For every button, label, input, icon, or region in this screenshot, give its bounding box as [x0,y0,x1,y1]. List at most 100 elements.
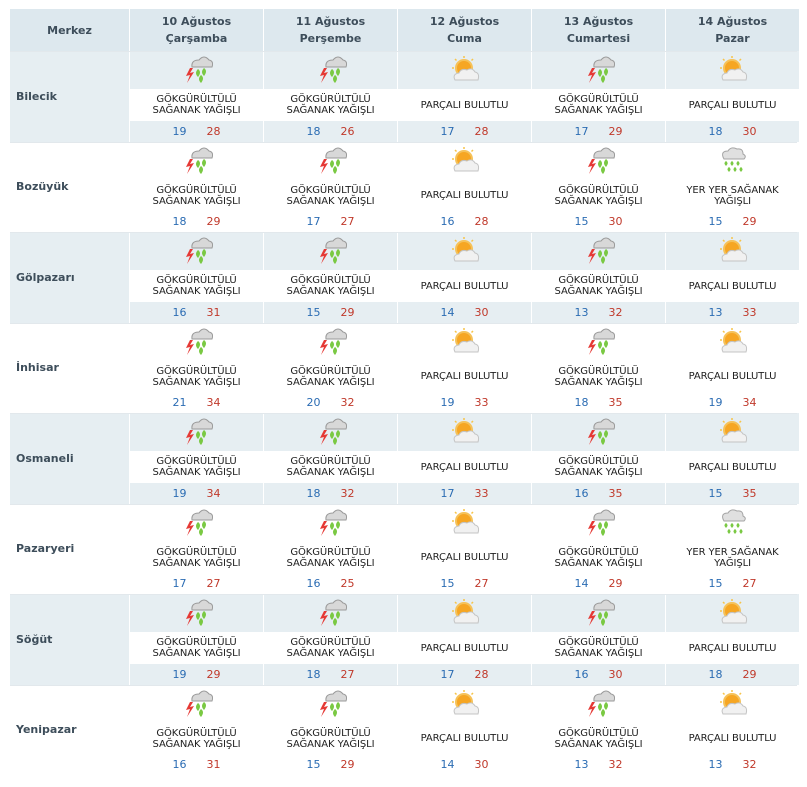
condition-text: GÖKGÜRÜLTÜLÜ SAĞANAK YAĞIŞLI [264,541,397,574]
high-temp: 35 [608,396,623,410]
high-temp: 27 [340,215,355,229]
high-temp: 27 [474,577,489,591]
condition-text: GÖKGÜRÜLTÜLÜ SAĞANAK YAĞIŞLI [532,179,665,212]
temperature-range: 15 27 [398,573,531,594]
temperature-range: 16 31 [130,302,263,323]
high-temp: 32 [742,758,757,772]
thunderstorm-icon [130,322,263,361]
thunderstorm-icon [264,594,397,632]
day-header: 13 Ağustos Cumartesi [532,9,665,51]
thunderstorm-icon [264,232,397,270]
high-temp: 34 [206,486,221,500]
temperature-range: 15 35 [666,483,799,504]
condition-text: GÖKGÜRÜLTÜLÜ SAĞANAK YAĞIŞLI [264,89,397,121]
thunderstorm-icon [532,51,665,89]
low-temp: 13 [574,758,589,772]
partly-cloudy-icon [398,503,531,542]
low-temp: 18 [306,667,321,681]
condition-text: PARÇALI BULUTLU [398,89,531,121]
condition-text: GÖKGÜRÜLTÜLÜ SAĞANAK YAĞIŞLI [532,632,665,664]
low-temp: 15 [440,577,455,591]
low-temp: 18 [708,124,723,138]
low-temp: 15 [708,486,723,500]
low-temp: 16 [172,758,187,772]
forecast-cell: PARÇALI BULUTLU 13 32 [666,684,799,775]
high-temp: 30 [608,215,623,229]
high-temp: 32 [340,486,355,500]
high-temp: 29 [206,215,221,229]
condition-text: GÖKGÜRÜLTÜLÜ SAĞANAK YAĞIŞLI [532,451,665,483]
thunderstorm-icon [264,684,397,723]
forecast-cell: GÖKGÜRÜLTÜLÜ SAĞANAK YAĞIŞLI 16 30 [532,594,665,685]
low-temp: 20 [306,396,321,410]
low-temp: 18 [574,396,589,410]
row-divider [10,594,797,595]
forecast-cell: GÖKGÜRÜLTÜLÜ SAĞANAK YAĞIŞLI 16 31 [130,232,263,323]
day-header: 10 Ağustos Çarşamba [130,9,263,51]
city-name: Pazaryeri [10,503,129,594]
forecast-cell: YER YER SAĞANAK YAĞIŞLI 15 27 [666,503,799,594]
low-temp: 16 [172,305,187,319]
forecast-cell: PARÇALI BULUTLU 17 28 [398,51,531,142]
condition-text: PARÇALI BULUTLU [398,632,531,664]
row-divider [10,322,797,324]
low-temp: 17 [440,124,455,138]
forecast-cell: GÖKGÜRÜLTÜLÜ SAĞANAK YAĞIŞLI 18 29 [130,141,263,232]
forecast-cell: PARÇALI BULUTLU 14 30 [398,232,531,323]
forecast-cell: GÖKGÜRÜLTÜLÜ SAĞANAK YAĞIŞLI 18 32 [264,413,397,504]
day-header: 12 Ağustos Cuma [398,9,531,51]
high-temp: 28 [474,124,489,138]
condition-text: GÖKGÜRÜLTÜLÜ SAĞANAK YAĞIŞLI [264,270,397,302]
temperature-range: 17 29 [532,121,665,142]
forecast-cell: GÖKGÜRÜLTÜLÜ SAĞANAK YAĞIŞLI 16 35 [532,413,665,504]
condition-text: PARÇALI BULUTLU [398,451,531,483]
temperature-range: 17 28 [398,121,531,142]
low-temp: 17 [440,486,455,500]
high-temp: 34 [742,396,757,410]
row-divider [10,141,797,143]
temperature-range: 15 29 [666,211,799,232]
thunderstorm-icon [264,322,397,361]
condition-text: PARÇALI BULUTLU [398,179,531,212]
temperature-range: 18 35 [532,392,665,413]
partly-cloudy-icon [666,594,799,632]
low-temp: 18 [172,215,187,229]
row-divider [10,232,797,233]
row-divider [10,51,797,52]
city-name: Yenipazar [10,684,129,775]
condition-text: GÖKGÜRÜLTÜLÜ SAĞANAK YAĞIŞLI [264,722,397,755]
temperature-range: 15 29 [264,754,397,775]
city-name: Osmaneli [10,413,129,504]
condition-text: GÖKGÜRÜLTÜLÜ SAĞANAK YAĞIŞLI [130,451,263,483]
forecast-cell: GÖKGÜRÜLTÜLÜ SAĞANAK YAĞIŞLI 15 29 [264,232,397,323]
temperature-range: 18 27 [264,664,397,685]
condition-text: YER YER SAĞANAK YAĞIŞLI [666,541,799,574]
forecast-cell: GÖKGÜRÜLTÜLÜ SAĞANAK YAĞIŞLI 17 29 [532,51,665,142]
forecast-cell: PARÇALI BULUTLU 17 33 [398,413,531,504]
city-name: İnhisar [10,322,129,413]
condition-text: PARÇALI BULUTLU [666,451,799,483]
condition-text: GÖKGÜRÜLTÜLÜ SAĞANAK YAĞIŞLI [532,89,665,121]
forecast-cell: PARÇALI BULUTLU 18 30 [666,51,799,142]
thunderstorm-icon [130,594,263,632]
high-temp: 29 [206,667,221,681]
temperature-range: 17 27 [264,211,397,232]
thunderstorm-icon [532,322,665,361]
condition-text: GÖKGÜRÜLTÜLÜ SAĞANAK YAĞIŞLI [264,179,397,212]
forecast-cell: GÖKGÜRÜLTÜLÜ SAĞANAK YAĞIŞLI 19 28 [130,51,263,142]
low-temp: 14 [574,577,589,591]
partly-cloudy-icon [398,141,531,180]
day-weekday: Cumartesi [566,32,631,45]
forecast-cell: GÖKGÜRÜLTÜLÜ SAĞANAK YAĞIŞLI 19 29 [130,594,263,685]
thunderstorm-icon [264,503,397,542]
day-weekday: Pazar [715,32,750,45]
forecast-cell: PARÇALI BULUTLU 16 28 [398,141,531,232]
low-temp: 13 [708,758,723,772]
forecast-cell: PARÇALI BULUTLU 19 34 [666,322,799,413]
high-temp: 35 [742,486,757,500]
low-temp: 18 [306,486,321,500]
city-name: Bozüyük [10,141,129,232]
temperature-range: 14 29 [532,573,665,594]
partly-cloudy-icon [398,232,531,270]
thunderstorm-icon [264,413,397,451]
